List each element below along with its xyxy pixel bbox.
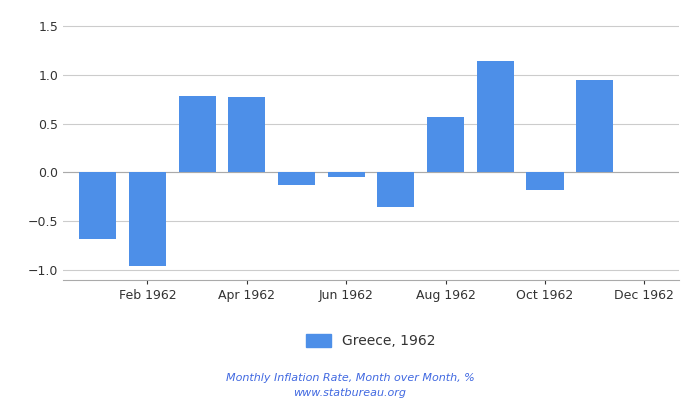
Bar — [328, 172, 365, 177]
Text: Monthly Inflation Rate, Month over Month, %: Monthly Inflation Rate, Month over Month… — [225, 373, 475, 383]
Bar — [576, 80, 613, 172]
Bar — [377, 172, 414, 207]
Text: www.statbureau.org: www.statbureau.org — [293, 388, 407, 398]
Bar — [278, 172, 315, 185]
Bar — [477, 61, 514, 172]
Bar — [178, 96, 216, 172]
Bar — [228, 97, 265, 172]
Bar — [79, 172, 116, 239]
Bar — [129, 172, 166, 266]
Bar — [427, 117, 464, 172]
Legend: Greece, 1962: Greece, 1962 — [306, 334, 436, 348]
Bar — [526, 172, 564, 190]
